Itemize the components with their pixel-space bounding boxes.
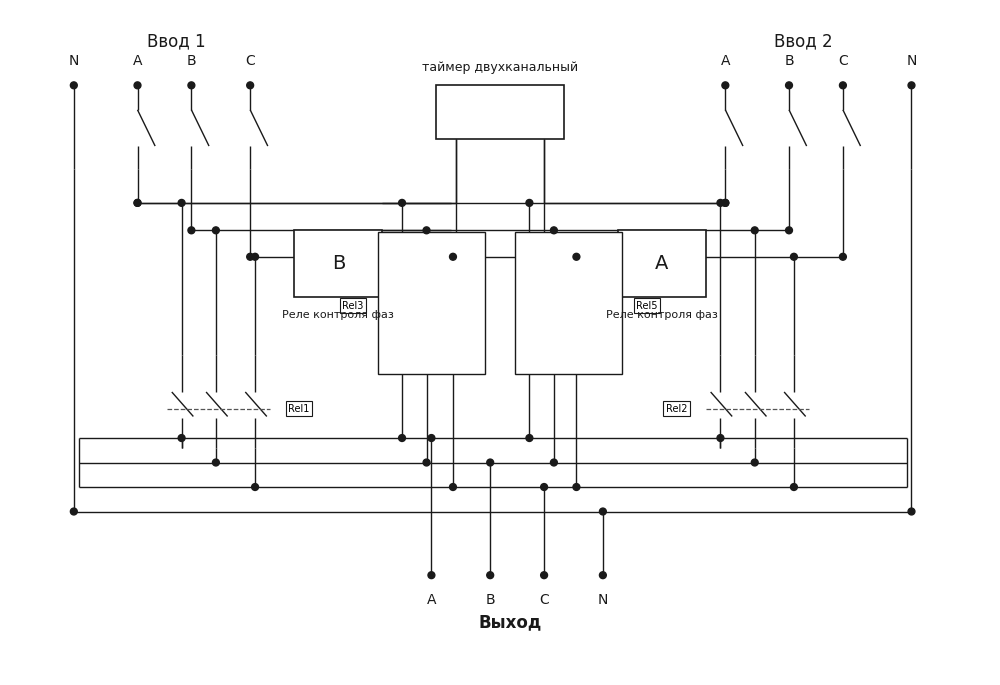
Circle shape: [399, 434, 405, 441]
Text: Rel5: Rel5: [636, 301, 658, 311]
Circle shape: [839, 253, 846, 260]
Circle shape: [450, 253, 456, 260]
Circle shape: [786, 227, 792, 234]
Circle shape: [247, 253, 254, 260]
Circle shape: [790, 253, 797, 260]
Text: таймер двухканальный: таймер двухканальный: [422, 61, 578, 74]
Bar: [436, 86, 564, 139]
Text: B: B: [485, 593, 495, 607]
Text: C: C: [245, 54, 255, 68]
Circle shape: [908, 508, 915, 515]
Text: N: N: [69, 54, 79, 68]
Circle shape: [573, 253, 580, 260]
Circle shape: [134, 82, 141, 89]
Circle shape: [526, 199, 533, 206]
Text: Реле контроля фаз: Реле контроля фаз: [606, 310, 718, 320]
Circle shape: [717, 199, 724, 206]
Circle shape: [526, 434, 533, 441]
Bar: [378, 232, 485, 374]
Text: B: B: [784, 54, 794, 68]
Circle shape: [550, 227, 557, 234]
Circle shape: [428, 572, 435, 579]
Circle shape: [178, 199, 185, 206]
Circle shape: [541, 572, 548, 579]
Circle shape: [252, 484, 258, 490]
Circle shape: [790, 484, 797, 490]
Circle shape: [599, 508, 606, 515]
Circle shape: [751, 227, 758, 234]
Circle shape: [134, 199, 141, 206]
Circle shape: [487, 459, 494, 466]
Circle shape: [839, 82, 846, 89]
Text: Выход: Выход: [478, 613, 541, 631]
Circle shape: [550, 459, 557, 466]
Circle shape: [134, 199, 141, 206]
Text: A: A: [133, 54, 142, 68]
Circle shape: [487, 572, 494, 579]
Circle shape: [722, 199, 729, 206]
Text: Rel2: Rel2: [666, 403, 687, 414]
Circle shape: [722, 82, 729, 89]
Text: Реле контроля фаз: Реле контроля фаз: [282, 310, 394, 320]
Circle shape: [908, 82, 915, 89]
Circle shape: [599, 572, 606, 579]
Bar: [618, 230, 706, 297]
Circle shape: [786, 82, 792, 89]
Text: C: C: [838, 54, 848, 68]
Circle shape: [178, 434, 185, 441]
Circle shape: [70, 82, 77, 89]
Circle shape: [70, 508, 77, 515]
Text: A: A: [427, 593, 436, 607]
Circle shape: [423, 459, 430, 466]
Circle shape: [541, 484, 548, 490]
Circle shape: [247, 82, 254, 89]
Bar: [294, 230, 382, 297]
Text: A: A: [655, 254, 668, 273]
Circle shape: [450, 484, 456, 490]
Text: B: B: [332, 254, 345, 273]
Text: Ввод 2: Ввод 2: [774, 32, 833, 50]
Text: N: N: [598, 593, 608, 607]
Text: B: B: [187, 54, 196, 68]
Text: A: A: [721, 54, 730, 68]
Circle shape: [212, 227, 219, 234]
Circle shape: [252, 253, 258, 260]
Text: Rel3: Rel3: [342, 301, 364, 311]
Text: Rel1: Rel1: [288, 403, 310, 414]
Circle shape: [399, 199, 405, 206]
Circle shape: [428, 434, 435, 441]
Bar: [515, 232, 622, 374]
Circle shape: [423, 227, 430, 234]
Circle shape: [188, 227, 195, 234]
Circle shape: [212, 459, 219, 466]
Text: C: C: [539, 593, 549, 607]
Circle shape: [751, 459, 758, 466]
Circle shape: [722, 199, 729, 206]
Circle shape: [717, 434, 724, 441]
Circle shape: [188, 82, 195, 89]
Circle shape: [573, 484, 580, 490]
Text: Ввод 1: Ввод 1: [147, 32, 206, 50]
Text: N: N: [906, 54, 917, 68]
